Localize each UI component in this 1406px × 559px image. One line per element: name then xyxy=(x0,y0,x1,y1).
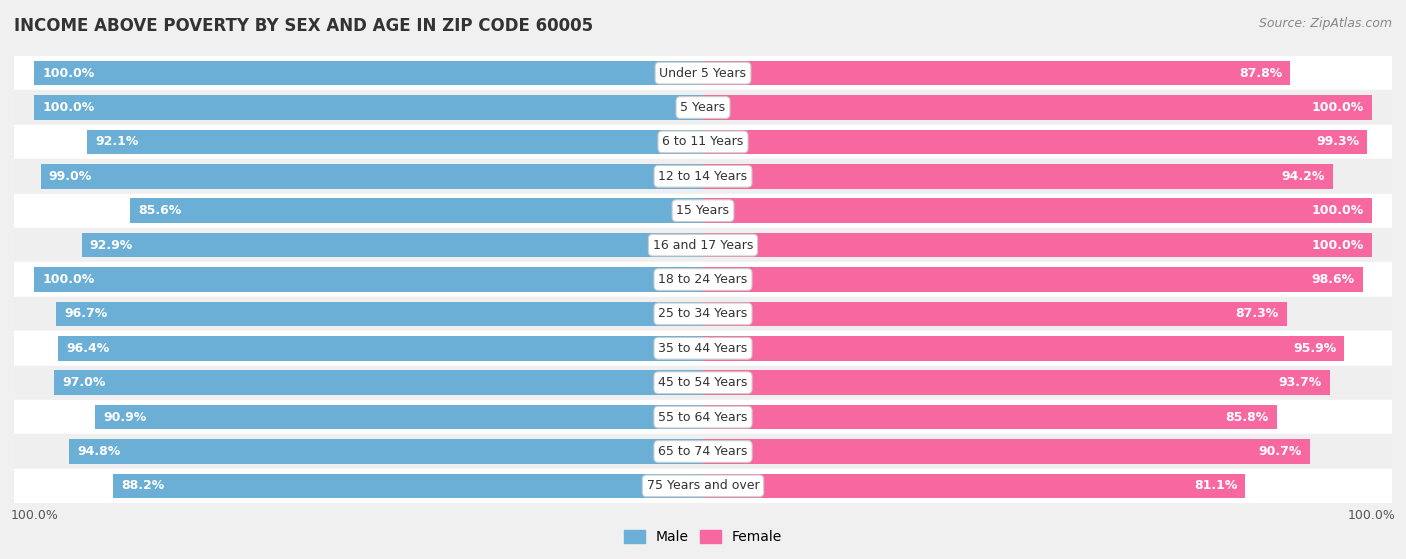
Bar xyxy=(14,262,1392,297)
Bar xyxy=(96,405,703,429)
Bar xyxy=(703,473,1246,498)
Text: 98.6%: 98.6% xyxy=(1312,273,1354,286)
Text: 25 to 34 Years: 25 to 34 Years xyxy=(658,307,748,320)
Bar xyxy=(14,434,1392,468)
Text: Source: ZipAtlas.com: Source: ZipAtlas.com xyxy=(1258,17,1392,30)
Bar xyxy=(82,233,703,258)
Bar xyxy=(34,95,703,120)
Text: 96.4%: 96.4% xyxy=(66,342,110,355)
Bar xyxy=(112,473,703,498)
Text: 100.0%: 100.0% xyxy=(42,273,94,286)
Text: 87.3%: 87.3% xyxy=(1236,307,1279,320)
Text: 90.7%: 90.7% xyxy=(1258,445,1302,458)
Text: 75 Years and over: 75 Years and over xyxy=(647,480,759,492)
Text: 87.8%: 87.8% xyxy=(1239,67,1282,79)
Bar xyxy=(703,95,1372,120)
Text: 94.2%: 94.2% xyxy=(1282,170,1324,183)
Bar xyxy=(14,297,1392,331)
Text: 100.0%: 100.0% xyxy=(1312,204,1364,217)
Bar xyxy=(14,159,1392,193)
Text: 6 to 11 Years: 6 to 11 Years xyxy=(662,135,744,148)
Text: 93.7%: 93.7% xyxy=(1278,376,1322,389)
Text: 95.9%: 95.9% xyxy=(1294,342,1337,355)
Bar xyxy=(58,336,703,361)
Text: 12 to 14 Years: 12 to 14 Years xyxy=(658,170,748,183)
Bar xyxy=(55,370,703,395)
Text: 81.1%: 81.1% xyxy=(1194,480,1237,492)
Bar xyxy=(14,366,1392,400)
Text: Under 5 Years: Under 5 Years xyxy=(659,67,747,79)
Text: 90.9%: 90.9% xyxy=(103,411,146,424)
Text: INCOME ABOVE POVERTY BY SEX AND AGE IN ZIP CODE 60005: INCOME ABOVE POVERTY BY SEX AND AGE IN Z… xyxy=(14,17,593,35)
Bar xyxy=(14,193,1392,228)
Text: 15 Years: 15 Years xyxy=(676,204,730,217)
Bar xyxy=(87,130,703,154)
Bar xyxy=(703,233,1372,258)
Bar xyxy=(703,267,1362,292)
Text: 85.6%: 85.6% xyxy=(138,204,181,217)
Bar xyxy=(14,400,1392,434)
Text: 65 to 74 Years: 65 to 74 Years xyxy=(658,445,748,458)
Bar xyxy=(14,91,1392,125)
Bar xyxy=(703,439,1309,464)
Bar xyxy=(41,164,703,189)
Legend: Male, Female: Male, Female xyxy=(619,525,787,550)
Bar xyxy=(703,370,1330,395)
Bar xyxy=(703,61,1291,86)
Bar xyxy=(14,56,1392,91)
Bar xyxy=(14,468,1392,503)
Bar xyxy=(14,228,1392,262)
Text: 96.7%: 96.7% xyxy=(65,307,107,320)
Bar xyxy=(56,301,703,326)
Text: 55 to 64 Years: 55 to 64 Years xyxy=(658,411,748,424)
Text: 100.0%: 100.0% xyxy=(42,101,94,114)
Bar xyxy=(34,267,703,292)
Text: 99.0%: 99.0% xyxy=(49,170,91,183)
Text: 99.3%: 99.3% xyxy=(1316,135,1360,148)
Text: 97.0%: 97.0% xyxy=(62,376,105,389)
Bar xyxy=(703,301,1286,326)
Bar xyxy=(34,61,703,86)
Bar xyxy=(703,405,1277,429)
Text: 16 and 17 Years: 16 and 17 Years xyxy=(652,239,754,252)
Bar xyxy=(14,331,1392,366)
Text: 94.8%: 94.8% xyxy=(77,445,120,458)
Bar xyxy=(14,125,1392,159)
Bar xyxy=(703,336,1344,361)
Bar xyxy=(703,130,1367,154)
Text: 85.8%: 85.8% xyxy=(1226,411,1268,424)
Text: 92.9%: 92.9% xyxy=(90,239,134,252)
Text: 5 Years: 5 Years xyxy=(681,101,725,114)
Text: 18 to 24 Years: 18 to 24 Years xyxy=(658,273,748,286)
Bar xyxy=(703,198,1372,223)
Bar xyxy=(69,439,703,464)
Text: 100.0%: 100.0% xyxy=(1312,239,1364,252)
Text: 100.0%: 100.0% xyxy=(1312,101,1364,114)
Text: 45 to 54 Years: 45 to 54 Years xyxy=(658,376,748,389)
Bar xyxy=(703,164,1333,189)
Text: 100.0%: 100.0% xyxy=(42,67,94,79)
Text: 88.2%: 88.2% xyxy=(121,480,165,492)
Bar xyxy=(131,198,703,223)
Text: 35 to 44 Years: 35 to 44 Years xyxy=(658,342,748,355)
Text: 92.1%: 92.1% xyxy=(96,135,138,148)
